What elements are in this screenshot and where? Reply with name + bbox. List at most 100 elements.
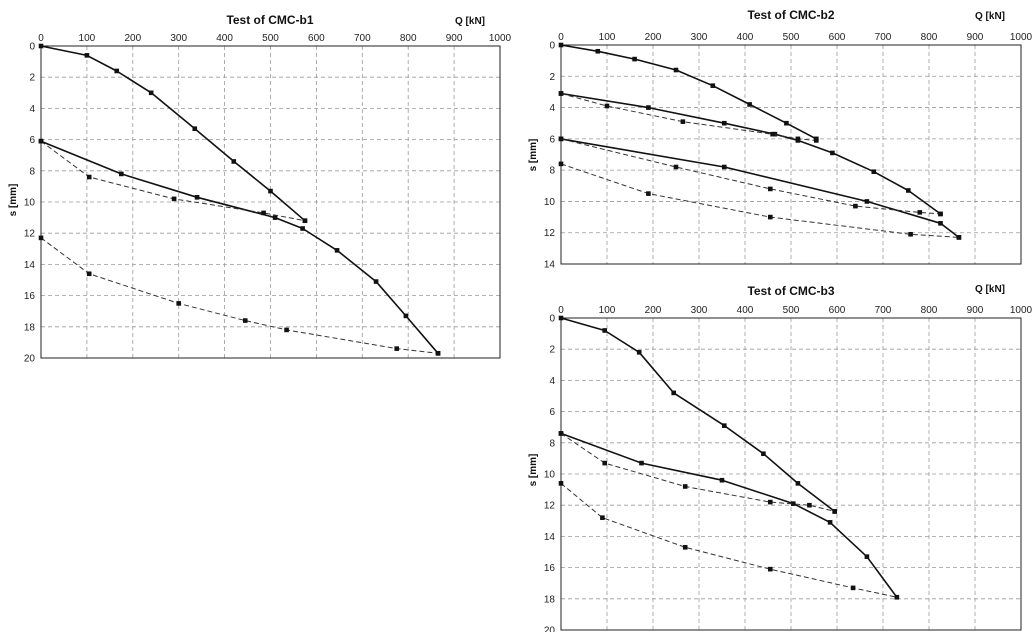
data-point xyxy=(176,301,181,306)
y-tick-label: 8 xyxy=(549,438,555,449)
x-tick-label: 600 xyxy=(829,305,846,316)
data-point xyxy=(673,67,679,73)
x-tick-label: 200 xyxy=(124,33,141,44)
data-point xyxy=(722,164,727,170)
y-tick-label: 18 xyxy=(24,322,36,333)
data-point xyxy=(302,218,308,224)
plot-frame xyxy=(40,45,501,359)
y-tick-label: 6 xyxy=(549,407,555,418)
y-tick-label: 2 xyxy=(549,345,555,356)
x-tick-label: 1000 xyxy=(1010,305,1033,316)
data-point xyxy=(850,585,856,591)
data-point xyxy=(86,174,92,180)
x-tick-label: 700 xyxy=(354,33,371,44)
x-tick-label: 700 xyxy=(875,305,892,316)
data-point xyxy=(853,203,858,209)
data-point xyxy=(906,188,911,193)
data-point xyxy=(558,481,564,486)
y-tick-label: 18 xyxy=(544,594,556,605)
data-point xyxy=(673,164,679,170)
grid xyxy=(561,318,1022,631)
data-point xyxy=(300,226,305,231)
y-tick-label: 8 xyxy=(549,166,555,177)
x-tick-label: 500 xyxy=(783,32,800,43)
series-line-0 xyxy=(560,317,836,513)
data-point xyxy=(680,119,686,124)
y-tick-label: 6 xyxy=(29,135,35,146)
data-point xyxy=(682,545,688,550)
data-point xyxy=(38,235,44,241)
plot-frame xyxy=(560,317,1022,631)
y-tick-label: 20 xyxy=(24,354,36,365)
data-point xyxy=(284,327,289,333)
data-point xyxy=(194,195,200,200)
data-point xyxy=(192,126,198,131)
data-point xyxy=(84,53,90,58)
data-point xyxy=(814,138,819,143)
series-line-0 xyxy=(560,44,817,140)
series-line-0 xyxy=(40,45,306,222)
y-tick-label: 0 xyxy=(549,314,555,325)
x-tick-label: 800 xyxy=(400,33,417,44)
x-tick-label: 700 xyxy=(875,32,892,43)
x-tick-label: 400 xyxy=(737,305,754,316)
x-tick-label: 500 xyxy=(783,305,800,316)
plot-frame xyxy=(560,44,1022,265)
x-tick-label: 900 xyxy=(967,305,984,316)
data-point xyxy=(604,103,610,109)
data-point xyxy=(558,136,564,142)
data-point xyxy=(114,68,120,74)
data-point xyxy=(646,105,651,110)
series-line-4 xyxy=(560,138,941,215)
x-tick-label: 600 xyxy=(308,33,325,44)
x-axis-label: Q [kN] xyxy=(455,16,485,27)
data-point xyxy=(908,231,913,237)
data-point xyxy=(403,313,409,319)
y-tick-label: 16 xyxy=(544,563,556,574)
x-tick-label: 200 xyxy=(645,305,662,316)
x-tick-label: 0 xyxy=(38,33,44,44)
data-point xyxy=(827,520,833,525)
data-point xyxy=(602,328,607,333)
data-point xyxy=(864,199,870,204)
data-point xyxy=(38,138,44,144)
x-tick-label: 400 xyxy=(737,32,754,43)
data-point xyxy=(770,131,775,137)
data-point xyxy=(595,48,601,54)
x-tick-label: 900 xyxy=(967,32,984,43)
x-tick-label: 400 xyxy=(216,33,233,44)
data-point xyxy=(632,56,637,62)
data-point xyxy=(639,460,644,466)
y-axis-label: s [mm] xyxy=(8,184,19,217)
data-point xyxy=(795,136,801,142)
data-point xyxy=(272,215,278,220)
y-tick-label: 2 xyxy=(29,73,35,84)
data-point xyxy=(231,159,237,164)
series-line-3 xyxy=(560,483,897,598)
x-tick-label: 100 xyxy=(599,32,616,43)
y-tick-label: 12 xyxy=(544,501,556,512)
data-point xyxy=(671,390,676,396)
y-tick-label: 14 xyxy=(544,260,556,271)
data-point xyxy=(917,210,923,215)
series-line-2 xyxy=(560,432,835,512)
x-axis-label: Q [kN] xyxy=(975,11,1005,22)
data-point xyxy=(171,196,177,202)
data-point xyxy=(747,102,752,107)
data-point xyxy=(558,91,564,96)
y-tick-label: 12 xyxy=(544,228,556,239)
data-point xyxy=(830,150,835,156)
y-tick-label: 10 xyxy=(544,197,556,208)
chart-title: Test of CMC-b1 xyxy=(226,13,313,27)
y-tick-label: 6 xyxy=(549,134,555,145)
data-point xyxy=(761,451,766,457)
x-tick-label: 300 xyxy=(170,33,187,44)
x-tick-label: 800 xyxy=(921,305,938,316)
y-tick-label: 14 xyxy=(24,260,36,271)
data-point xyxy=(768,566,773,572)
y-tick-label: 2 xyxy=(549,72,555,83)
data-point xyxy=(558,161,564,167)
data-point xyxy=(86,271,92,277)
